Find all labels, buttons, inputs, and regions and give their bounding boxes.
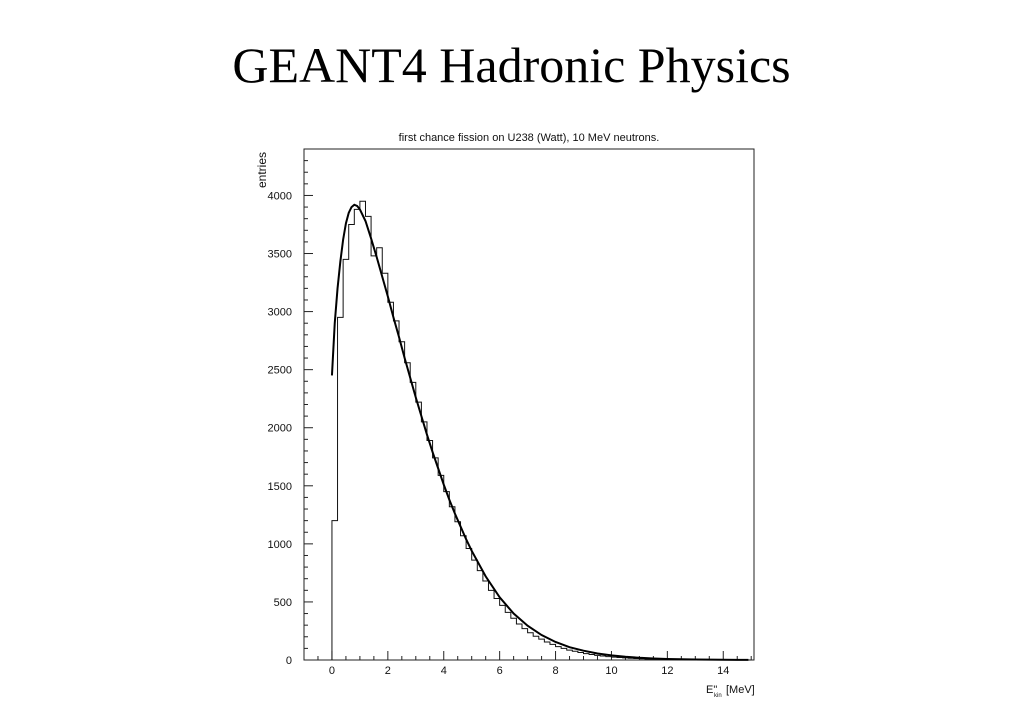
x-tick-label: 0 — [329, 665, 335, 677]
histogram-bin — [332, 521, 338, 660]
histogram-bin — [455, 522, 461, 660]
histogram-bin — [578, 652, 584, 660]
histogram-bin — [421, 422, 427, 660]
y-tick-label: 1500 — [268, 481, 292, 493]
histogram-bin — [360, 201, 366, 660]
histogram-bin — [388, 302, 394, 660]
histogram-bin — [343, 259, 349, 660]
fit-curve-series — [330, 203, 749, 661]
x-axis-ticks: 0 2 4 6 8 10 12 14 — [303, 651, 752, 677]
histogram-bin — [449, 507, 455, 660]
x-tick-label: 12 — [661, 665, 673, 677]
histogram-bin — [354, 209, 360, 660]
x-tick-label: 6 — [497, 665, 503, 677]
y-tick-label: 3000 — [268, 307, 292, 319]
histogram-bin — [365, 216, 371, 660]
histogram-bins — [332, 201, 740, 660]
histogram-bin — [410, 382, 416, 660]
y-tick-label: 500 — [274, 597, 292, 609]
x-tick-label: 8 — [552, 665, 558, 677]
histogram-bin — [488, 590, 494, 660]
x-tick-label: 10 — [605, 665, 617, 677]
x-tick-label: 4 — [441, 665, 447, 677]
histogram-bin — [472, 560, 478, 660]
x-axis-label-main: E" — [706, 684, 717, 696]
histogram-bin — [522, 629, 528, 660]
histogram-bin — [561, 648, 567, 660]
x-axis-label: E" kin [MeV] — [706, 684, 755, 699]
histogram-bin — [433, 458, 439, 660]
x-axis-label-unit: [MeV] — [726, 684, 755, 696]
x-axis-label-sub: kin — [714, 693, 722, 699]
y-tick-label: 3500 — [268, 249, 292, 261]
y-tick-label: 4000 — [268, 190, 292, 202]
histogram-bin — [427, 441, 433, 660]
histogram-bin — [589, 655, 595, 660]
histogram-bin — [505, 612, 511, 660]
x-tick-label: 2 — [385, 665, 391, 677]
histogram-bin — [349, 224, 355, 660]
histogram-bin — [483, 581, 489, 660]
histogram-bin — [584, 654, 590, 660]
slide-title: GEANT4 Hadronic Physics — [232, 37, 791, 93]
histogram-bin — [477, 571, 483, 660]
histogram-bin — [466, 549, 472, 660]
y-axis-ticks: 0 500 1000 1500 2000 2500 3000 3500 4000 — [268, 160, 313, 667]
x-tick-label: 14 — [717, 665, 729, 677]
histogram-bin — [416, 402, 422, 660]
y-tick-label: 0 — [286, 655, 292, 667]
histogram-bin — [494, 598, 500, 660]
y-tick-label: 2000 — [268, 423, 292, 435]
y-tick-label: 1000 — [268, 539, 292, 551]
histogram-bin — [556, 647, 562, 660]
histogram-bin — [371, 256, 377, 660]
histogram-bin — [461, 536, 467, 660]
histogram-bin — [528, 633, 534, 660]
y-axis-label: entries — [255, 152, 269, 188]
histogram-series — [331, 200, 752, 661]
histogram-bin — [382, 273, 388, 660]
histogram-bin — [338, 317, 344, 660]
histogram-bin — [377, 248, 383, 660]
histogram-bin — [405, 363, 411, 660]
histogram-bin — [500, 605, 506, 660]
histogram-bin — [606, 657, 612, 660]
histogram-bin — [544, 642, 550, 660]
histogram-bin — [438, 475, 444, 660]
histogram-bin — [511, 618, 517, 660]
histogram-bin — [600, 656, 606, 660]
y-tick-label: 2500 — [268, 365, 292, 377]
histogram-bin — [393, 321, 399, 660]
histogram-bin — [572, 651, 578, 660]
histogram-bin — [550, 644, 556, 660]
histogram-bin — [516, 624, 522, 660]
histogram-bin — [444, 492, 450, 660]
chart-title: first chance fission on U238 (Watt), 10 … — [399, 132, 660, 144]
histogram-bin — [399, 342, 405, 660]
histogram-bin — [533, 636, 539, 660]
